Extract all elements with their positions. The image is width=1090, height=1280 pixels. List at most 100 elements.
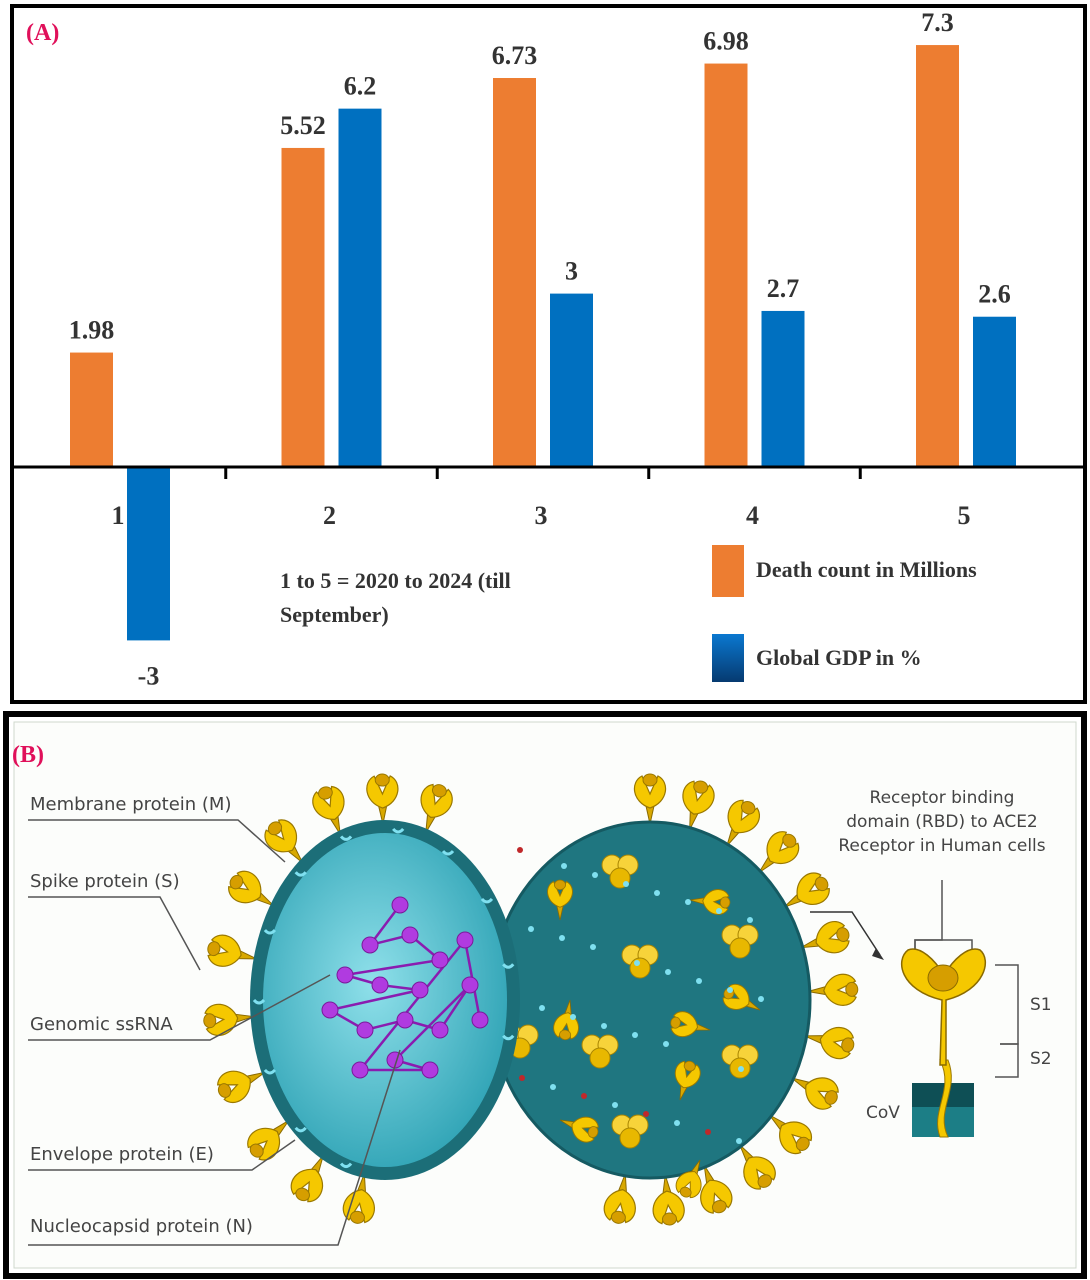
nucleocapsid-protein [396, 1011, 414, 1029]
data-label-death-5: 7.3 [921, 8, 954, 37]
legend-label-death: Death count in Millions [756, 557, 977, 582]
rbd-label-3: Receptor in Human cells [838, 836, 1045, 856]
arrow-icon [810, 911, 881, 956]
surface-dot [665, 969, 671, 975]
surface-dot [654, 890, 660, 896]
membrane-protein [263, 1068, 277, 1075]
bar-gdp-3 [550, 293, 593, 467]
bar-gdp-1 [127, 467, 170, 641]
surface-dot [601, 1023, 607, 1029]
legend-swatch-gdp [712, 634, 744, 682]
surface-dot [705, 1129, 711, 1135]
nucleocapsid-protein [351, 1061, 369, 1079]
surface-dot [727, 987, 733, 993]
surface-dot [519, 1075, 525, 1081]
membrane-protein [480, 897, 494, 904]
surface-dot [758, 996, 764, 1002]
cov-label: CoV [866, 1103, 900, 1123]
rbd-label-2: domain (RBD) to ACE2 [846, 812, 1038, 832]
surface-dot [570, 1014, 576, 1020]
nucleocapsid-protein [461, 976, 479, 994]
membrane-protein [339, 835, 353, 841]
surface-dot [663, 1041, 669, 1047]
year-note-line2: September) [280, 602, 389, 627]
year-note-line1: 1 to 5 = 2020 to 2024 (till [280, 568, 511, 593]
x-tick-label-1: 1 [112, 501, 125, 530]
surface-dot [634, 960, 640, 966]
surface-dot [539, 1005, 545, 1011]
membrane-protein [392, 827, 405, 834]
bar-death-4 [704, 63, 748, 467]
bar-chart: 1.98 -3 5.52 6.2 6.73 3 6.98 2.7 7.3 2.6 [69, 8, 1016, 690]
nucleocapsid-protein [431, 1021, 449, 1039]
panel-a-frame [10, 4, 1087, 704]
membrane-protein [502, 963, 515, 969]
panel-b-label: (B) [12, 742, 44, 768]
surface-dot [674, 1120, 680, 1126]
spike-detail: Receptor binding domain (RBD) to ACE2 Re… [810, 788, 1052, 1138]
nucleocapsid-protein [336, 966, 354, 984]
genomic-rna [321, 896, 489, 1079]
data-label-gdp-2: 6.2 [344, 72, 377, 101]
surface-dot [632, 1032, 638, 1038]
nucleocapsid-protein [321, 1001, 339, 1019]
x-tick-label-5: 5 [958, 501, 971, 530]
data-label-gdp-1: -3 [138, 661, 160, 690]
surface-dot [696, 978, 702, 984]
surface-dot [738, 1066, 744, 1072]
membrane-protein [294, 1126, 307, 1133]
membrane-protein [294, 871, 307, 877]
label-membrane: Membrane protein (M) [28, 794, 286, 863]
s1-label: S1 [1030, 995, 1052, 1015]
legend-label-gdp: Global GDP in % [756, 645, 922, 670]
data-label-gdp-4: 2.7 [767, 274, 800, 303]
x-tick-label-2: 2 [323, 501, 336, 530]
nucleocapsid-protein [401, 926, 419, 944]
virus-cross-section [201, 773, 520, 1227]
s2-label: S2 [1030, 1049, 1052, 1069]
label-nucleocapsid: Nucleocapsid protein (N) [28, 1049, 401, 1246]
surface-dot [716, 908, 722, 914]
surface-dot [528, 926, 534, 932]
panel-a-label: (A) [26, 20, 59, 46]
nucleocapsid-protein [471, 1011, 489, 1029]
label-envelope: Envelope protein (E) [28, 1139, 296, 1171]
surface-dot [561, 863, 567, 869]
data-label-death-3: 6.73 [492, 41, 538, 70]
membrane-protein [502, 1034, 515, 1041]
data-label-gdp-3: 3 [565, 257, 578, 286]
nucleocapsid-protein [431, 951, 449, 969]
bar-death-1 [70, 352, 113, 467]
data-label-death-4: 6.98 [703, 27, 749, 56]
virus-exterior [488, 773, 860, 1228]
svg-text:Genomic ssRNA: Genomic ssRNA [30, 1014, 173, 1035]
bar-gdp-5 [973, 316, 1016, 467]
label-spike: Spike protein (S) [28, 871, 201, 971]
membrane-protein [263, 929, 277, 935]
svg-text:Envelope protein (E): Envelope protein (E) [30, 1144, 214, 1165]
surface-dot [559, 935, 565, 941]
data-label-gdp-5: 2.6 [978, 280, 1011, 309]
surface-dot [643, 1111, 649, 1117]
nucleocapsid-protein [371, 976, 389, 994]
surface-dot [581, 1093, 587, 1099]
membrane-protein [252, 998, 266, 1005]
bar-death-5 [916, 45, 959, 468]
surface-dot [612, 1102, 618, 1108]
surface-dot [550, 1084, 556, 1090]
nucleocapsid-protein [411, 981, 429, 999]
label-ssrna: Genomic ssRNA [28, 974, 331, 1041]
data-label-death-1: 1.98 [69, 316, 115, 345]
bar-death-2 [281, 147, 325, 467]
surface-dot [747, 917, 753, 923]
svg-text:Membrane protein (M): Membrane protein (M) [30, 794, 231, 815]
x-tick-label-4: 4 [746, 501, 759, 530]
membrane-protein [339, 1162, 353, 1169]
nucleocapsid-protein [361, 936, 379, 954]
membrane-protein [441, 850, 455, 856]
bar-death-3 [493, 78, 536, 468]
surface-dot [736, 1138, 742, 1144]
x-ticks: 1 2 3 4 5 [112, 467, 971, 530]
surface-dot [623, 881, 629, 887]
data-label-death-2: 5.52 [280, 111, 326, 140]
